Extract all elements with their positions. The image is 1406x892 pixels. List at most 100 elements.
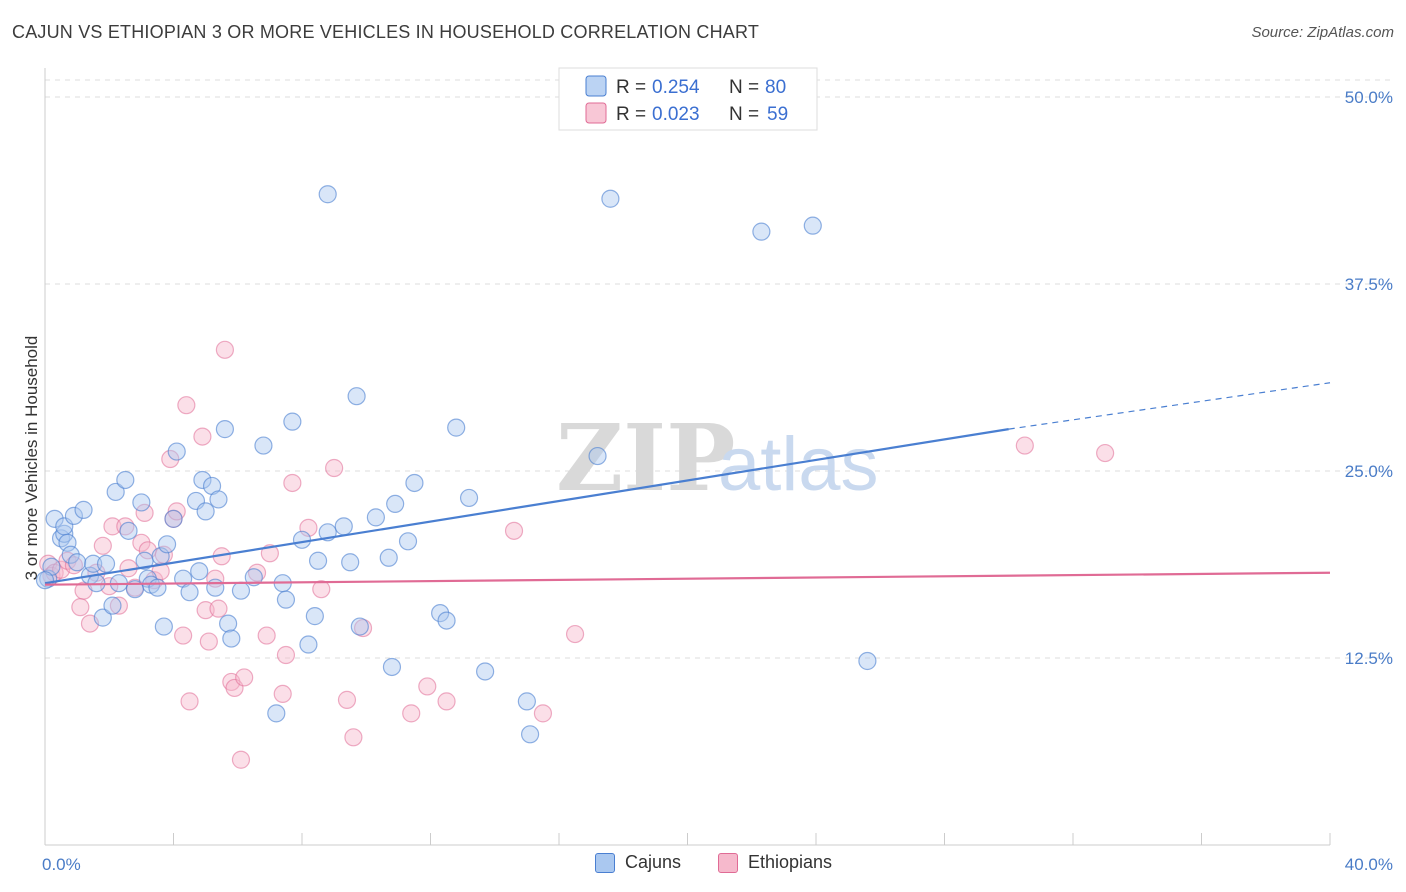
y-axis-label: 3 or more Vehicles in Household bbox=[22, 336, 41, 581]
cajuns-point bbox=[347, 387, 366, 406]
cajuns-point bbox=[858, 651, 877, 671]
series-ethiopians bbox=[39, 340, 1115, 769]
ethiopians-point bbox=[135, 503, 154, 522]
cajuns-point bbox=[752, 222, 771, 241]
ethiopians-point bbox=[64, 556, 84, 575]
ethiopians-point bbox=[437, 692, 456, 711]
cajuns-point bbox=[222, 629, 241, 648]
cajuns-point bbox=[276, 590, 296, 609]
cajuns-point bbox=[447, 418, 466, 437]
cajuns-point bbox=[96, 554, 116, 573]
cajuns-point bbox=[132, 493, 151, 512]
x-tick-label-1: 40.0% bbox=[1345, 855, 1393, 874]
cajuns-point bbox=[366, 508, 385, 527]
cajuns-point bbox=[193, 470, 212, 490]
legend-r-label-ethiopians: R = bbox=[616, 104, 646, 125]
legend: R = 0.254 N = 80 R = 0.023 N = 59 bbox=[558, 67, 818, 131]
cajuns-point bbox=[292, 530, 312, 549]
ethiopians-point bbox=[312, 580, 331, 599]
ethiopians-point bbox=[161, 449, 180, 469]
cajuns-point bbox=[45, 509, 64, 528]
chart-title: CAJUN VS ETHIOPIAN 3 OR MORE VEHICLES IN… bbox=[12, 22, 760, 42]
ethiopians-point bbox=[325, 458, 344, 478]
cajuns-point bbox=[154, 617, 173, 636]
ethiopians-point bbox=[418, 677, 437, 696]
bottom-legend-swatch-ethiopians bbox=[718, 852, 738, 873]
cajuns-point bbox=[318, 185, 337, 204]
legend-swatch-cajuns bbox=[585, 75, 607, 97]
cajuns-point bbox=[437, 611, 456, 630]
x-tick-labels: 0.0% 40.0% bbox=[42, 855, 1393, 874]
cajuns-point bbox=[206, 578, 225, 597]
ethiopians-point bbox=[132, 533, 151, 552]
axes bbox=[44, 68, 1331, 846]
ethiopians-point bbox=[180, 692, 199, 711]
cajuns-point bbox=[386, 494, 405, 514]
cajuns-point bbox=[84, 554, 103, 573]
cajuns-point bbox=[106, 482, 125, 502]
ethiopians-point bbox=[337, 690, 357, 709]
source-label: Source: ZipAtlas.com bbox=[1251, 24, 1394, 41]
ethiopians-point bbox=[71, 598, 90, 617]
ethiopians-point bbox=[504, 521, 524, 540]
ethiopians-point bbox=[215, 340, 234, 359]
cajuns-point bbox=[431, 604, 450, 623]
legend-n-label-ethiopians: N = bbox=[729, 104, 759, 125]
cajuns-point bbox=[803, 216, 822, 235]
cajuns-point bbox=[244, 568, 263, 587]
ethiopians-point bbox=[344, 728, 363, 747]
cajuns-point bbox=[164, 509, 183, 528]
ethiopians-trend-line bbox=[44, 571, 1331, 586]
cajuns-point bbox=[116, 470, 135, 490]
y-tick-label-2: 37.5% bbox=[1345, 275, 1393, 294]
cajuns-point bbox=[382, 657, 402, 677]
series-cajuns bbox=[35, 185, 877, 744]
cajuns-point bbox=[254, 436, 273, 455]
cajuns-point bbox=[180, 583, 199, 602]
legend-n-value-cajuns: 80 bbox=[765, 77, 786, 98]
cajuns-point bbox=[196, 502, 215, 521]
cajuns-point bbox=[157, 535, 177, 554]
cajuns-point bbox=[74, 500, 93, 519]
cajuns-point bbox=[190, 562, 209, 581]
bottom-legend-cajuns: Cajuns bbox=[595, 852, 681, 873]
cajuns-point bbox=[283, 412, 302, 431]
bottom-legend-label-ethiopians: Ethiopians bbox=[748, 852, 833, 872]
cajuns-point bbox=[93, 608, 112, 627]
cajuns-point bbox=[517, 692, 536, 711]
cajuns-point bbox=[267, 704, 286, 723]
x-tick-label-0: 0.0% bbox=[42, 855, 81, 874]
y-tick-label-1: 25.0% bbox=[1345, 462, 1393, 481]
cajuns-point bbox=[334, 517, 353, 536]
legend-swatch-ethiopians bbox=[585, 102, 607, 124]
cajuns-point bbox=[305, 607, 324, 626]
cajuns-point bbox=[459, 488, 479, 508]
ethiopians-point bbox=[177, 396, 196, 415]
cajuns-point bbox=[58, 533, 77, 552]
ethiopians-point bbox=[565, 624, 585, 644]
y-tick-label-3: 50.0% bbox=[1345, 88, 1393, 107]
bottom-legend: Cajuns Ethiopians bbox=[0, 852, 1406, 878]
ethiopians-point bbox=[283, 473, 302, 493]
ethiopians-point bbox=[209, 599, 228, 618]
ethiopians-point bbox=[174, 626, 193, 645]
cajuns-point bbox=[379, 548, 398, 567]
cajuns-point bbox=[119, 521, 138, 540]
bottom-legend-label-cajuns: Cajuns bbox=[625, 852, 682, 872]
cajuns-trend-extension bbox=[1008, 382, 1331, 430]
legend-r-label-cajuns: R = bbox=[616, 77, 646, 98]
cajuns-point bbox=[103, 596, 122, 615]
legend-r-value-ethiopians: 0.023 bbox=[652, 104, 700, 125]
watermark-atlas: atlas bbox=[718, 422, 879, 507]
cajuns-point bbox=[308, 551, 328, 570]
ethiopians-point bbox=[93, 536, 112, 555]
ethiopians-point bbox=[193, 427, 212, 446]
cajuns-point bbox=[219, 614, 238, 633]
ethiopians-point bbox=[199, 632, 218, 651]
ethiopians-point bbox=[273, 684, 292, 704]
y-tick-labels: 12.5% 25.0% 37.5% 50.0% bbox=[1345, 88, 1393, 668]
cajuns-point bbox=[215, 420, 234, 439]
legend-n-label-cajuns: N = bbox=[729, 77, 759, 98]
cajuns-point bbox=[476, 662, 495, 681]
bottom-legend-swatch-cajuns bbox=[595, 852, 615, 873]
